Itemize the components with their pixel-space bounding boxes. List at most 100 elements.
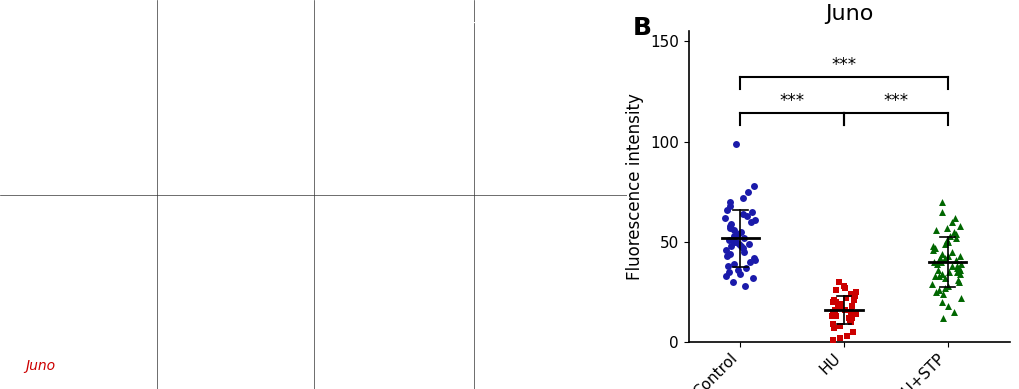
Point bbox=[728, 239, 744, 245]
Point bbox=[743, 209, 759, 215]
Point bbox=[833, 301, 849, 307]
Point bbox=[936, 241, 953, 247]
Point bbox=[951, 223, 967, 229]
Point bbox=[735, 245, 751, 251]
Text: Juno: Juno bbox=[25, 359, 55, 373]
Point bbox=[940, 269, 956, 275]
Point bbox=[830, 335, 847, 342]
Point bbox=[719, 269, 736, 275]
Point bbox=[737, 265, 753, 271]
Point bbox=[948, 265, 964, 271]
Point bbox=[741, 259, 757, 265]
Text: A: A bbox=[6, 12, 25, 36]
Point bbox=[726, 227, 742, 233]
Point bbox=[950, 279, 966, 285]
Text: ***: *** bbox=[779, 93, 804, 110]
Text: Control: Control bbox=[38, 16, 88, 30]
Point bbox=[930, 257, 947, 263]
Point bbox=[945, 309, 961, 315]
Point bbox=[720, 237, 737, 243]
Point bbox=[943, 249, 959, 255]
Point bbox=[826, 307, 843, 313]
Point bbox=[732, 271, 748, 277]
Point bbox=[947, 231, 963, 237]
Point bbox=[716, 215, 733, 221]
Point bbox=[847, 289, 863, 295]
Point bbox=[830, 301, 847, 307]
Point bbox=[838, 333, 854, 340]
Point bbox=[827, 313, 844, 319]
Point bbox=[928, 261, 945, 267]
Text: ***: *** bbox=[830, 56, 856, 74]
Point bbox=[720, 203, 737, 209]
Point bbox=[832, 323, 848, 329]
Point bbox=[949, 277, 965, 283]
Point bbox=[717, 247, 734, 253]
Point bbox=[725, 239, 741, 245]
Point bbox=[717, 207, 734, 213]
Point bbox=[845, 295, 861, 301]
Point bbox=[925, 259, 942, 265]
Point bbox=[842, 311, 858, 317]
Point bbox=[924, 243, 941, 249]
Point bbox=[947, 257, 963, 263]
Point bbox=[740, 241, 756, 247]
Point bbox=[946, 229, 962, 235]
Point bbox=[924, 247, 941, 253]
Point bbox=[824, 297, 841, 303]
Point bbox=[938, 253, 955, 259]
Point bbox=[836, 307, 852, 313]
Point bbox=[932, 199, 949, 205]
Y-axis label: Fluorescence intensity: Fluorescence intensity bbox=[626, 93, 644, 280]
Point bbox=[937, 225, 954, 231]
Point bbox=[722, 221, 739, 227]
Point bbox=[846, 297, 862, 303]
Point bbox=[933, 209, 950, 215]
Point bbox=[730, 231, 746, 237]
Point bbox=[941, 233, 957, 239]
Point bbox=[723, 279, 740, 285]
Point bbox=[827, 287, 844, 293]
Point bbox=[943, 263, 959, 269]
Point bbox=[744, 275, 760, 281]
Point bbox=[843, 309, 859, 315]
Point bbox=[946, 215, 962, 221]
Point bbox=[936, 285, 953, 291]
Text: B: B bbox=[632, 16, 651, 40]
Point bbox=[940, 239, 956, 245]
Point bbox=[721, 223, 738, 229]
Point bbox=[843, 315, 859, 321]
Point bbox=[732, 243, 748, 249]
Point bbox=[943, 219, 959, 225]
Point bbox=[926, 227, 943, 233]
Point bbox=[746, 217, 762, 223]
Point bbox=[721, 251, 738, 257]
Point bbox=[739, 189, 755, 195]
Point bbox=[923, 281, 940, 287]
Point bbox=[940, 303, 956, 309]
Point bbox=[936, 275, 953, 281]
Point bbox=[846, 293, 862, 299]
Point bbox=[926, 245, 943, 251]
Text: HU+STP: HU+STP bbox=[445, 16, 502, 30]
Point bbox=[824, 309, 841, 315]
Point bbox=[951, 253, 967, 259]
Point bbox=[830, 279, 847, 285]
Point bbox=[953, 295, 969, 301]
Point bbox=[726, 261, 742, 267]
Text: ***: *** bbox=[882, 93, 908, 110]
Point bbox=[822, 313, 839, 319]
Point bbox=[932, 259, 949, 265]
Point bbox=[735, 194, 751, 201]
Point bbox=[928, 267, 945, 273]
Point bbox=[718, 253, 735, 259]
Point bbox=[742, 219, 758, 225]
Point bbox=[827, 299, 844, 305]
Point bbox=[719, 263, 736, 269]
Point bbox=[844, 329, 860, 335]
Point bbox=[829, 303, 846, 309]
Point bbox=[824, 337, 841, 343]
Point bbox=[838, 295, 854, 301]
Point bbox=[930, 255, 947, 261]
Title: Juno: Juno bbox=[824, 4, 872, 24]
